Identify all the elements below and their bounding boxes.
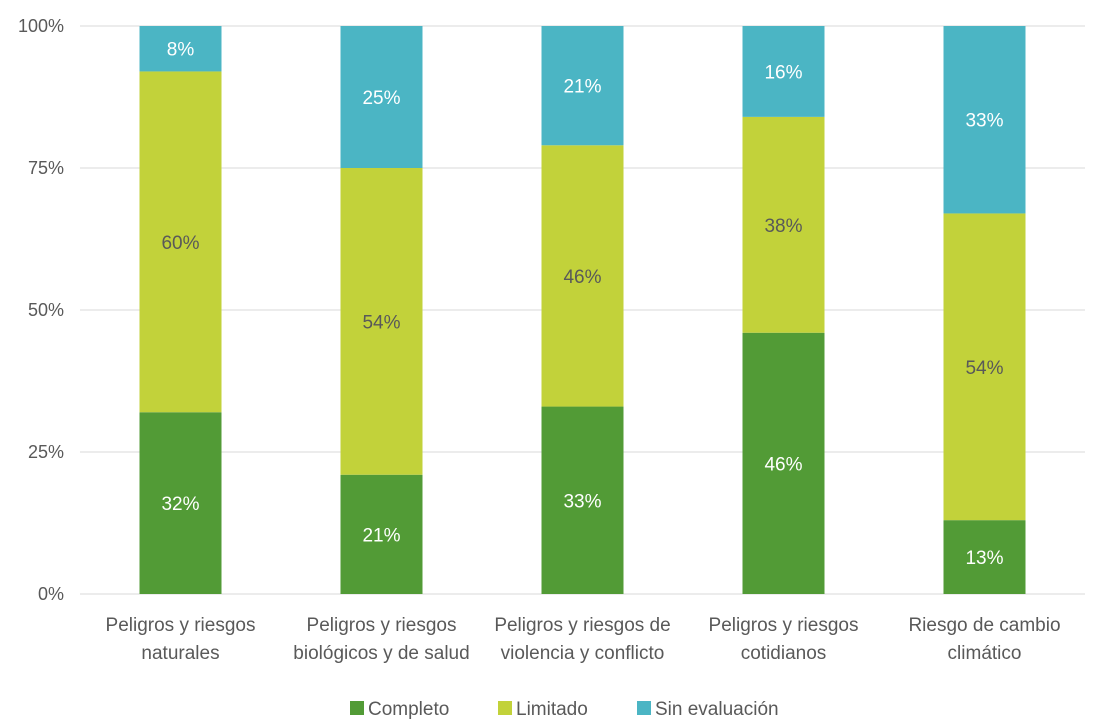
- data-label: 54%: [362, 312, 400, 333]
- legend: Completo Limitado Sin evaluación: [350, 699, 779, 720]
- data-label: 46%: [563, 267, 601, 288]
- legend-label: Sin evaluación: [655, 699, 779, 720]
- category-label: Peligros y riesgos: [106, 615, 256, 636]
- data-label: 21%: [563, 77, 601, 98]
- category-label: violencia y conflicto: [501, 643, 665, 664]
- legend-label: Completo: [368, 699, 449, 720]
- category-label: Peligros y riesgos: [307, 615, 457, 636]
- data-label: 32%: [161, 494, 199, 515]
- data-label: 25%: [362, 88, 400, 109]
- bar-segment: [742, 26, 825, 117]
- category-label: biológicos y de salud: [293, 643, 469, 664]
- data-label: 46%: [764, 454, 802, 475]
- category-label: climático: [948, 643, 1022, 664]
- data-label: 38%: [764, 216, 802, 237]
- y-tick-label: 75%: [28, 158, 64, 178]
- data-label: 16%: [764, 62, 802, 83]
- bar-segment: [139, 26, 222, 72]
- y-tick-label: 0%: [38, 584, 64, 604]
- category-label: Riesgo de cambio: [908, 615, 1060, 636]
- bar-segment: [742, 332, 825, 594]
- bars: [139, 26, 1026, 594]
- bar-segment: [139, 412, 222, 594]
- legend-swatch: [350, 701, 364, 715]
- data-label: 33%: [563, 491, 601, 512]
- legend-label: Limitado: [516, 699, 588, 720]
- data-label: 33%: [965, 111, 1003, 132]
- legend-swatch: [498, 701, 512, 715]
- data-label: 60%: [161, 233, 199, 254]
- bar-segment: [541, 26, 624, 146]
- data-label: 54%: [965, 358, 1003, 379]
- y-tick-label: 50%: [28, 300, 64, 320]
- data-labels: 32% 60% 8% 21% 54% 25% 33% 46% 21% 46% 38% 16% 13% 54…: [161, 40, 1003, 569]
- category-label: cotidianos: [741, 643, 827, 664]
- bar-segment: [340, 26, 423, 168]
- x-axis-categories: Peligros y riesgos naturales Peligros y ri…: [106, 615, 1061, 664]
- data-label: 8%: [167, 40, 195, 61]
- category-label: naturales: [141, 643, 219, 664]
- bar-segment: [541, 406, 624, 594]
- bar-segment: [541, 145, 624, 407]
- y-tick-label: 100%: [18, 16, 64, 36]
- bar-segment: [943, 26, 1026, 214]
- category-label: Peligros y riesgos: [709, 615, 859, 636]
- bar-segment: [943, 213, 1026, 521]
- category-label: Peligros y riesgos de: [494, 615, 670, 636]
- data-label: 13%: [965, 548, 1003, 569]
- bar-segment: [340, 474, 423, 594]
- bar-segment: [742, 116, 825, 333]
- legend-swatch: [637, 701, 651, 715]
- y-tick-label: 25%: [28, 442, 64, 462]
- y-axis-ticks: 0% 25% 50% 75% 100%: [18, 16, 64, 604]
- bar-segment: [340, 168, 423, 475]
- data-label: 21%: [362, 525, 400, 546]
- bar-segment: [139, 71, 222, 413]
- bar-segment: [943, 520, 1026, 594]
